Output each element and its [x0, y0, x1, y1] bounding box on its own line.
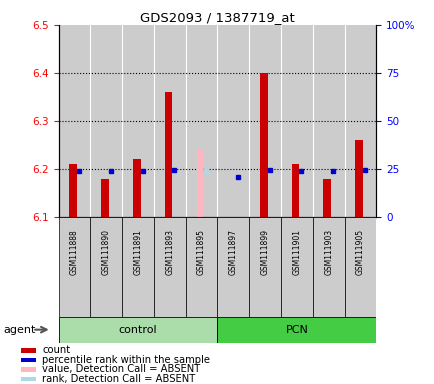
Bar: [122, 25, 154, 217]
Bar: [21, 377, 36, 381]
Bar: [21, 358, 36, 362]
Text: GSM111899: GSM111899: [260, 229, 269, 275]
Bar: [344, 217, 375, 317]
Title: GDS2093 / 1387719_at: GDS2093 / 1387719_at: [140, 11, 294, 24]
Bar: [69, 164, 77, 217]
Bar: [59, 217, 90, 317]
Text: GSM111888: GSM111888: [70, 229, 79, 275]
Text: percentile rank within the sample: percentile rank within the sample: [42, 355, 210, 365]
Text: GSM111891: GSM111891: [133, 229, 142, 275]
Text: GSM111890: GSM111890: [102, 229, 111, 275]
Bar: [249, 217, 280, 317]
Bar: [185, 25, 217, 217]
Bar: [101, 179, 108, 217]
Bar: [249, 25, 280, 217]
Bar: [21, 367, 36, 372]
Bar: [280, 217, 312, 317]
Text: count: count: [42, 345, 70, 355]
Bar: [197, 150, 203, 217]
Text: value, Detection Call = ABSENT: value, Detection Call = ABSENT: [42, 364, 200, 374]
Text: GSM111895: GSM111895: [197, 229, 206, 275]
Bar: [354, 140, 362, 217]
Bar: [217, 217, 249, 317]
Bar: [154, 217, 185, 317]
Bar: [90, 25, 122, 217]
Bar: [122, 217, 154, 317]
Bar: [132, 159, 140, 217]
Text: GSM111897: GSM111897: [228, 229, 237, 275]
Bar: [322, 179, 330, 217]
Bar: [21, 348, 36, 353]
Bar: [59, 317, 217, 343]
Bar: [344, 25, 375, 217]
Text: PCN: PCN: [285, 324, 308, 335]
Text: rank, Detection Call = ABSENT: rank, Detection Call = ABSENT: [42, 374, 195, 384]
Bar: [90, 217, 122, 317]
Bar: [164, 92, 172, 217]
Bar: [217, 317, 375, 343]
Text: GSM111903: GSM111903: [323, 229, 332, 275]
Bar: [185, 217, 217, 317]
Text: GSM111905: GSM111905: [355, 229, 364, 275]
Text: control: control: [118, 324, 157, 335]
Bar: [59, 25, 90, 217]
Text: agent: agent: [3, 324, 35, 335]
Bar: [312, 217, 344, 317]
Bar: [280, 25, 312, 217]
Bar: [312, 25, 344, 217]
Bar: [154, 25, 185, 217]
Bar: [291, 164, 299, 217]
Text: GSM111893: GSM111893: [165, 229, 174, 275]
Bar: [217, 25, 249, 217]
Bar: [259, 73, 267, 217]
Text: GSM111901: GSM111901: [292, 229, 301, 275]
